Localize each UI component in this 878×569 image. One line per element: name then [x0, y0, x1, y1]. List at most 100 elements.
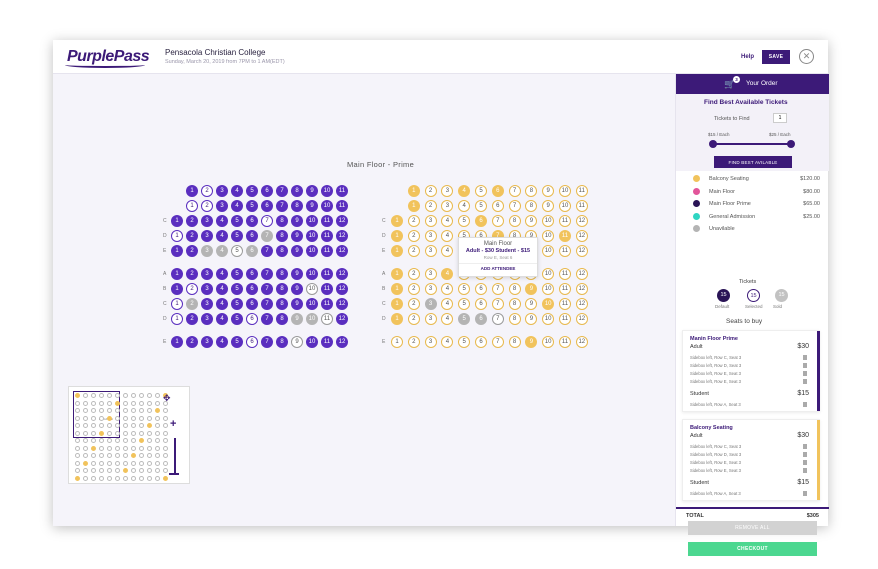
seat[interactable]: 3: [201, 230, 213, 242]
seat[interactable]: 7: [261, 336, 273, 348]
seat[interactable]: 11: [321, 215, 333, 227]
seat[interactable]: 7: [261, 268, 273, 280]
seat[interactable]: 10: [321, 185, 333, 197]
seat[interactable]: 2: [201, 185, 213, 197]
seat[interactable]: 12: [336, 336, 348, 348]
seat[interactable]: 11: [321, 245, 333, 257]
seat[interactable]: 10: [542, 215, 555, 227]
seat[interactable]: 4: [216, 245, 228, 257]
seat[interactable]: 3: [424, 268, 437, 280]
seat[interactable]: 8: [276, 215, 288, 227]
seat[interactable]: 1: [171, 283, 183, 295]
seat[interactable]: 4: [216, 298, 228, 310]
seat[interactable]: 9: [525, 313, 538, 325]
seat[interactable]: 8: [276, 283, 288, 295]
seat[interactable]: 12: [336, 245, 348, 257]
purplepass-logo[interactable]: PurplePass: [67, 48, 150, 65]
seat[interactable]: 9: [291, 283, 303, 295]
seat[interactable]: 8: [508, 215, 521, 227]
seat[interactable]: 8: [276, 313, 288, 325]
seat[interactable]: 9: [291, 268, 303, 280]
seat[interactable]: 4: [216, 336, 228, 348]
close-icon[interactable]: ✕: [799, 49, 814, 64]
seat[interactable]: 7: [491, 215, 504, 227]
seat[interactable]: 11: [336, 185, 348, 197]
seat[interactable]: 3: [424, 283, 437, 295]
seat[interactable]: 5: [231, 336, 243, 348]
seat[interactable]: 4: [216, 268, 228, 280]
seat[interactable]: 2: [407, 215, 420, 227]
trash-icon[interactable]: [803, 444, 807, 449]
seat[interactable]: 10: [306, 230, 318, 242]
seat[interactable]: 11: [559, 245, 571, 257]
seat[interactable]: 4: [441, 336, 454, 348]
price-max-handle[interactable]: [787, 140, 795, 148]
seat[interactable]: 6: [475, 313, 487, 325]
seat[interactable]: 7: [276, 200, 288, 212]
seat[interactable]: 1: [186, 200, 198, 212]
seat[interactable]: 9: [291, 245, 303, 257]
seat[interactable]: 1: [171, 230, 183, 242]
seat[interactable]: 6: [246, 268, 258, 280]
seat[interactable]: 5: [475, 185, 487, 197]
seat[interactable]: 8: [525, 185, 538, 197]
seat[interactable]: 4: [441, 283, 454, 295]
seat[interactable]: 11: [559, 215, 571, 227]
price-range-track[interactable]: [712, 143, 792, 145]
seat[interactable]: 3: [216, 185, 228, 197]
seat[interactable]: 6: [246, 336, 258, 348]
seat[interactable]: 9: [291, 230, 303, 242]
seat[interactable]: 10: [542, 268, 555, 280]
seat[interactable]: 10: [306, 336, 318, 348]
zoom-out-icon[interactable]: [169, 473, 179, 475]
seat[interactable]: 3: [216, 200, 228, 212]
seat[interactable]: 4: [216, 283, 228, 295]
seat[interactable]: 2: [424, 200, 437, 212]
seat[interactable]: 3: [441, 200, 454, 212]
seat[interactable]: 2: [186, 230, 198, 242]
seat[interactable]: 9: [525, 336, 538, 348]
seat[interactable]: 8: [291, 200, 303, 212]
seat[interactable]: 9: [525, 283, 538, 295]
seat[interactable]: 9: [306, 200, 318, 212]
seat[interactable]: 11: [559, 313, 571, 325]
seat[interactable]: 5: [231, 313, 243, 325]
trash-icon[interactable]: [803, 491, 807, 496]
seat[interactable]: 2: [186, 283, 198, 295]
seat[interactable]: 5: [246, 200, 258, 212]
seat[interactable]: 12: [336, 283, 348, 295]
seat[interactable]: 5: [246, 185, 258, 197]
seat[interactable]: 6: [246, 283, 258, 295]
seat[interactable]: 4: [458, 200, 471, 212]
seat[interactable]: 8: [508, 313, 521, 325]
seat[interactable]: 1: [407, 200, 420, 212]
seat[interactable]: 1: [171, 268, 183, 280]
seat[interactable]: 8: [276, 298, 288, 310]
seat[interactable]: 12: [575, 215, 588, 227]
seat[interactable]: 12: [575, 245, 588, 257]
seat[interactable]: 8: [276, 230, 288, 242]
your-order-header[interactable]: 🛒 3 Your Order: [676, 74, 829, 94]
seat[interactable]: 10: [306, 245, 318, 257]
seat[interactable]: 1: [391, 298, 403, 310]
seat[interactable]: 7: [276, 185, 288, 197]
seat[interactable]: 6: [475, 283, 487, 295]
remove-all-button[interactable]: REMOVE ALL: [688, 521, 817, 535]
seat[interactable]: 7: [508, 200, 521, 212]
seat[interactable]: 5: [231, 298, 243, 310]
seat[interactable]: 7: [508, 185, 521, 197]
checkout-button[interactable]: CHECKOUT: [688, 542, 817, 556]
seat[interactable]: 3: [441, 185, 454, 197]
seat[interactable]: 1: [391, 313, 403, 325]
seat[interactable]: 2: [186, 313, 198, 325]
seat[interactable]: 9: [291, 336, 303, 348]
seat[interactable]: 4: [216, 313, 228, 325]
seat[interactable]: 5: [458, 313, 471, 325]
seat[interactable]: 3: [201, 313, 213, 325]
seat[interactable]: 12: [336, 230, 348, 242]
seat[interactable]: 2: [186, 268, 198, 280]
seat[interactable]: 5: [458, 283, 471, 295]
seat[interactable]: 12: [336, 215, 348, 227]
zoom-in-icon[interactable]: +: [170, 418, 177, 430]
seat[interactable]: 3: [424, 245, 437, 257]
